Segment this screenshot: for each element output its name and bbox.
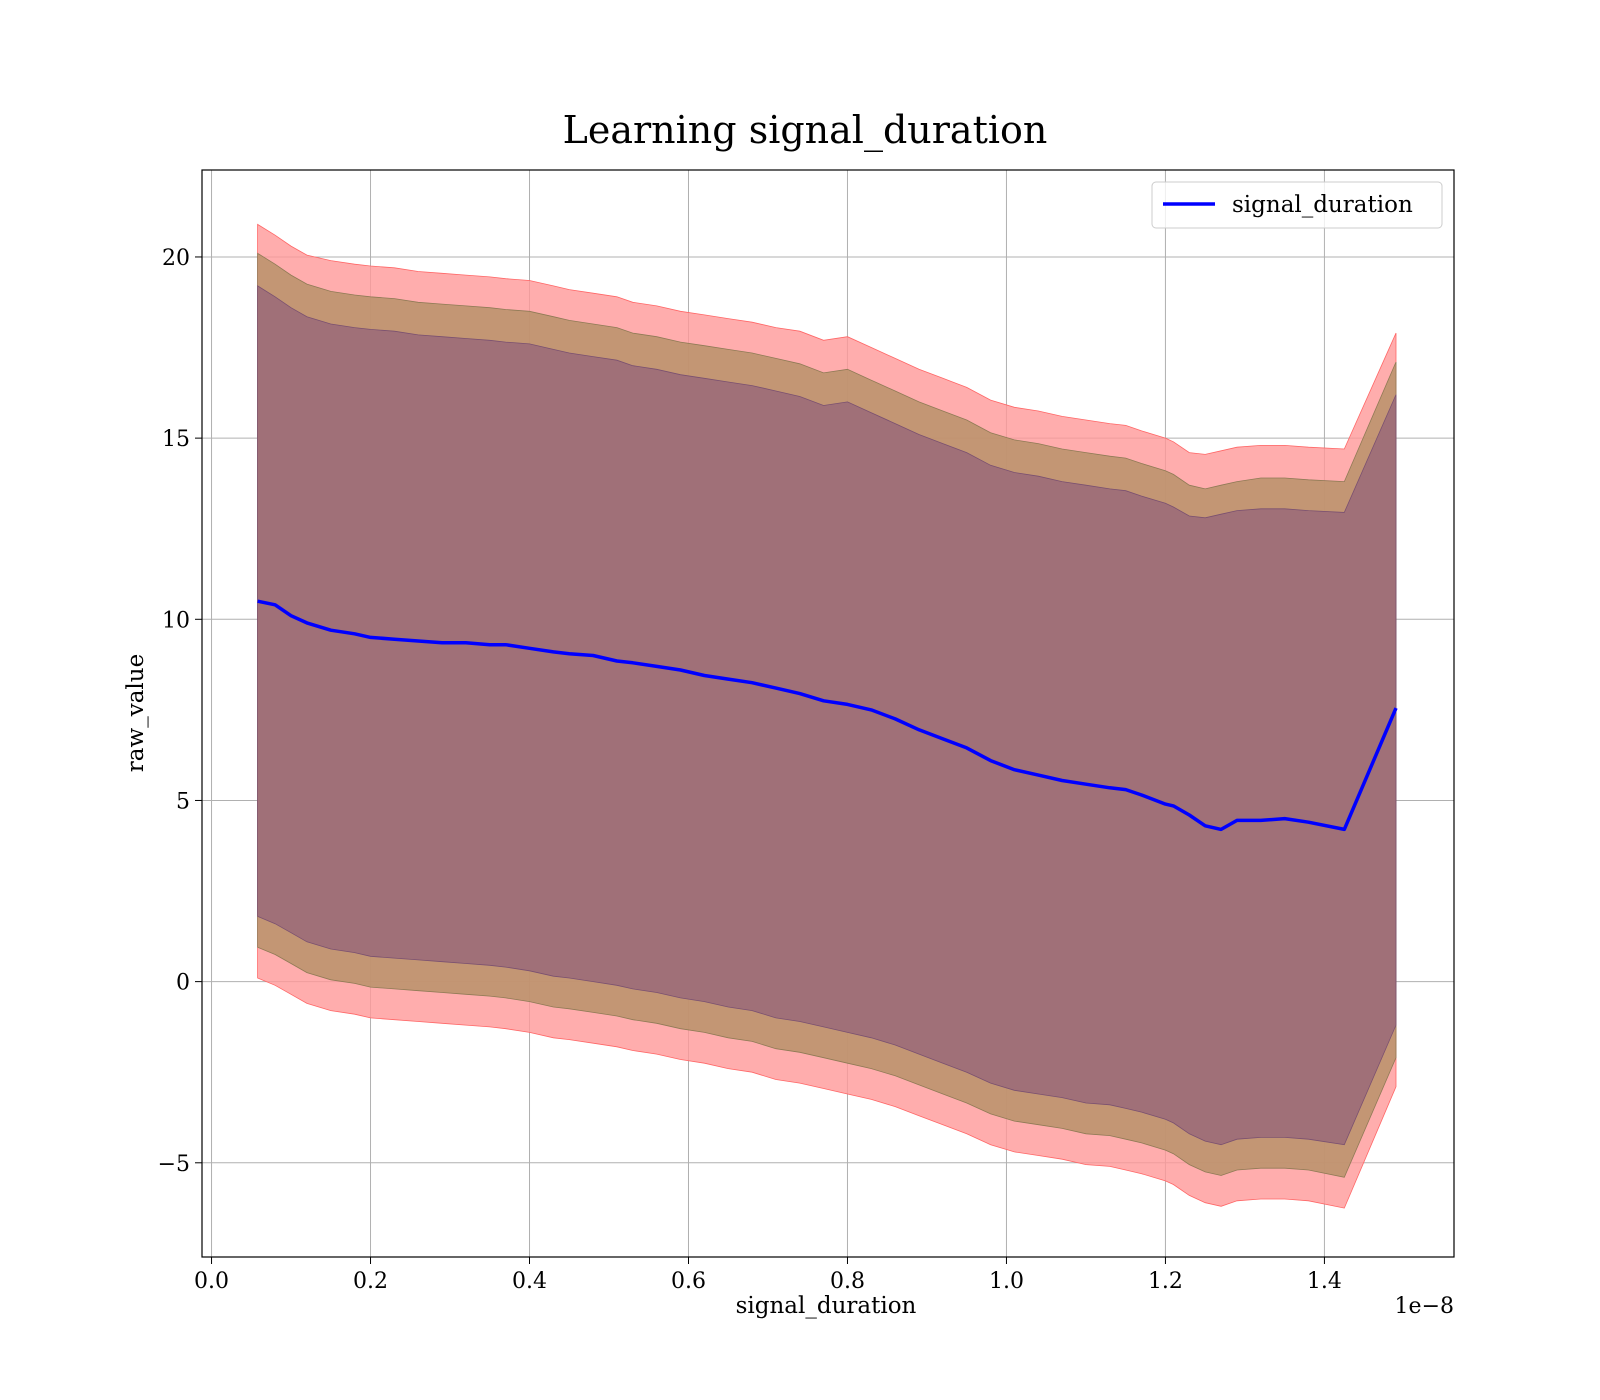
series-lines [257,599,1398,832]
y-tick-label: 10 [162,608,190,633]
confidence-bands [257,223,1397,1209]
x-tick-label: 1.0 [989,1269,1024,1294]
y-tick-label: 20 [162,246,190,271]
x-tick-label: 0.4 [512,1269,547,1294]
y-tick-label: −5 [158,1152,190,1177]
legend-box [1151,181,1443,229]
chart-title: Learning signal_duration [563,108,1048,153]
x-tick-label: 0.2 [353,1269,388,1294]
inner-band [257,285,1397,1146]
y-axis-label: raw_value [123,654,149,772]
legend: signal_duration [1151,181,1443,229]
x-axis-label: signal_duration [736,1293,917,1319]
plot-frame [201,169,1455,1258]
y-tick-label: 0 [176,971,190,996]
x-offset-label: 1e−8 [1395,1294,1454,1319]
series-line-signal-duration [257,599,1398,832]
x-tick-label: 0.0 [194,1269,229,1294]
axis-ticks: 0.0 0.2 0.4 0.6 0.8 1.0 1.2 1.4 −5 0 5 10 15 20 [158,246,1342,1294]
x-tick-label: 1.2 [1148,1269,1183,1294]
x-tick-label: 0.6 [671,1269,706,1294]
x-tick-label: 1.4 [1307,1269,1342,1294]
y-tick-label: 5 [176,789,190,814]
legend-label: signal_duration [1232,192,1413,218]
x-tick-label: 0.8 [830,1269,865,1294]
y-tick-label: 15 [162,427,190,452]
